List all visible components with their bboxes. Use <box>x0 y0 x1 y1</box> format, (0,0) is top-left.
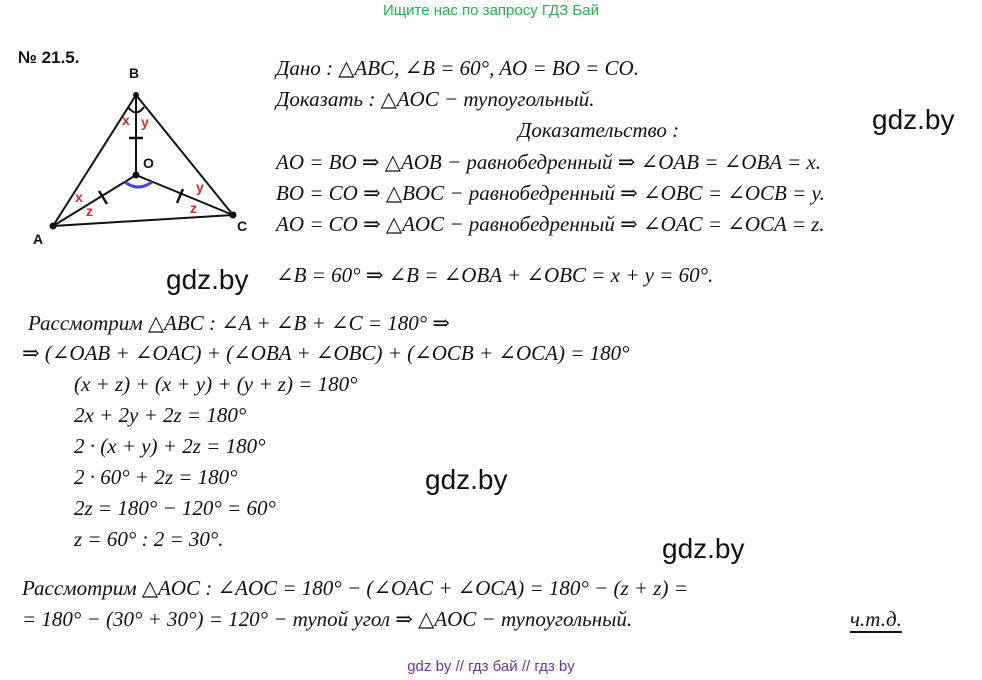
angle-label-x-top: x <box>122 112 130 128</box>
watermark: gdz.by <box>425 464 508 495</box>
watermark: gdz.by <box>662 533 745 564</box>
point-o-dot <box>132 171 140 179</box>
segment-ao <box>52 174 137 227</box>
proof-line-aoc: AO = CO ⇒ △AOC − равнобедренный ⇒ ∠OAC =… <box>276 212 825 236</box>
equation-line-6: z = 60° : 2 = 30°. <box>74 527 224 551</box>
watermark: gdz.by <box>166 264 249 295</box>
side-ab <box>52 94 137 227</box>
point-b-dot <box>133 92 139 98</box>
equation-line-4: 2 · 60° + 2z = 180° <box>74 465 238 489</box>
point-a-dot <box>49 222 57 230</box>
angle-label-x-left: x <box>75 189 83 205</box>
problem-number: № 21.5. <box>18 48 80 67</box>
proof-line-angle-b: ∠B = 60° ⇒ ∠B = ∠OBA + ∠OBC = x + y = 60… <box>276 263 714 287</box>
equation-line-5: 2z = 180° − 120° = 60° <box>74 496 276 520</box>
side-ac <box>52 214 234 227</box>
label-b: B <box>129 65 139 81</box>
point-c-dot <box>229 211 237 219</box>
label-c: C <box>237 218 247 234</box>
angle-label-y-top: y <box>141 114 149 130</box>
label-a: A <box>33 231 43 247</box>
footer-note: gdz by // гдз бай // гдз by <box>407 658 575 675</box>
equation-line-3: 2 · (x + y) + 2z = 180° <box>74 434 266 458</box>
proof-heading: Доказательство : <box>518 118 680 142</box>
equation-line-2: 2x + 2y + 2z = 180° <box>74 403 247 427</box>
side-bc <box>135 94 234 216</box>
label-o: O <box>143 155 154 171</box>
arc-aoc <box>124 180 153 189</box>
proof-line-aob: AO = BO ⇒ △AOB − равнобедренный ⇒ ∠OAB =… <box>276 150 821 174</box>
consider-aoc-line: Рассмотрим △AOC : ∠AOC = 180° − (∠OAC + … <box>22 576 688 600</box>
triangle-figure: B A C O x y x z y z <box>33 65 247 247</box>
arc-b <box>127 106 145 114</box>
given-line: Дано : △ABC, ∠B = 60°, AO = BO = CO. <box>276 56 639 80</box>
proof-line-boc: BO = CO ⇒ △BOC − равнобедренный ⇒ ∠OBC =… <box>276 181 825 205</box>
prove-line: Доказать : △AOC − тупоугольный. <box>276 87 595 111</box>
top-note: Ищите нас по запросу ГДЗ Бай <box>383 2 599 19</box>
angle-label-y-right: y <box>196 179 204 195</box>
angle-label-z-right: z <box>190 200 197 216</box>
angle-label-z-left: z <box>86 203 93 219</box>
watermark: gdz.by <box>872 104 955 135</box>
consider-abc-line: Рассмотрим △ABC : ∠A + ∠B + ∠C = 180° ⇒ <box>28 311 451 335</box>
tick-co <box>175 188 185 204</box>
equation-line-1: (x + z) + (x + y) + (y + z) = 180° <box>74 372 358 396</box>
segment-co <box>135 174 234 216</box>
tick-ao <box>97 190 109 205</box>
conclusion-line: = 180° − (30° + 30°) = 120° − тупой угол… <box>22 607 633 631</box>
qed-mark: ч.т.д. <box>850 607 902 631</box>
angle-sum-line: ⇒ (∠OAB + ∠OAC) + (∠OBA + ∠OBC) + (∠OCB … <box>22 341 630 365</box>
